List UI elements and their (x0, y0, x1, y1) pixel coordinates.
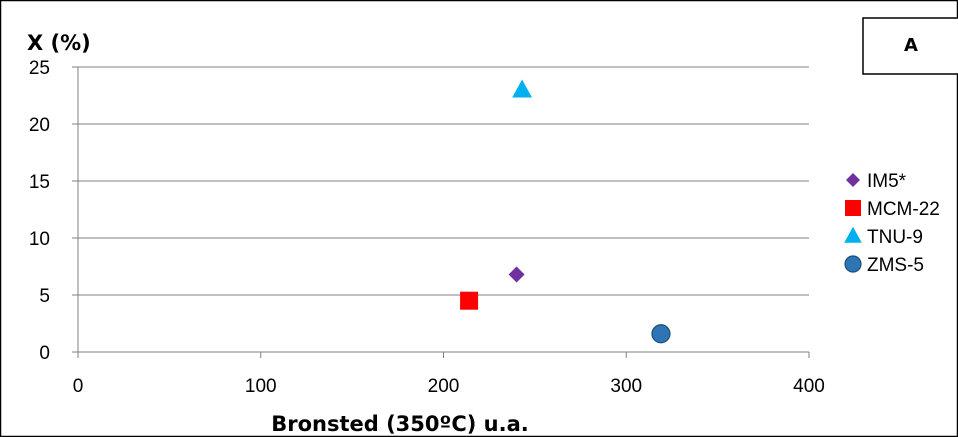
data-point-tnu-9 (512, 79, 532, 98)
data-points (460, 79, 671, 344)
y-axis-title: X (%) (27, 31, 91, 55)
tick-labels: 0 5 10 15 20 25 0 100 200 300 400 (29, 58, 825, 397)
legend-marker-zms-5 (844, 255, 862, 273)
gridlines (78, 66, 809, 296)
panel-label-box (862, 17, 958, 75)
data-point-mcm-22 (460, 291, 479, 310)
legend-marker-tnu-9 (844, 226, 862, 243)
x-tick-label: 400 (793, 376, 825, 397)
y-tick-label: 25 (29, 58, 50, 79)
axes (72, 66, 810, 358)
legend-marker-im5 (846, 173, 860, 187)
y-tick-label: 10 (29, 229, 50, 250)
legend-label: IM5* (867, 171, 907, 192)
data-point-zms-5 (651, 324, 671, 344)
y-tick-label: 5 (39, 286, 50, 307)
x-axis-title: Bronsted (350ºC) u.a. (271, 412, 529, 436)
panel-label: A (904, 35, 918, 56)
legend-label: MCM-22 (867, 199, 940, 220)
legend-marker-mcm-22 (845, 200, 861, 216)
x-tick-label: 0 (73, 376, 84, 397)
x-tick-label: 200 (428, 376, 460, 397)
y-tick-label: 15 (29, 172, 50, 193)
data-point-im5 (508, 266, 525, 283)
y-tick-label: 20 (29, 115, 50, 136)
legend-label: ZMS-5 (867, 255, 924, 276)
legend: IM5* MCM-22 TNU-9 ZMS-5 (844, 171, 940, 276)
y-tick-label: 0 (39, 343, 50, 364)
x-tick-label: 100 (245, 376, 277, 397)
legend-label: TNU-9 (867, 227, 923, 248)
x-tick-label: 300 (610, 376, 642, 397)
